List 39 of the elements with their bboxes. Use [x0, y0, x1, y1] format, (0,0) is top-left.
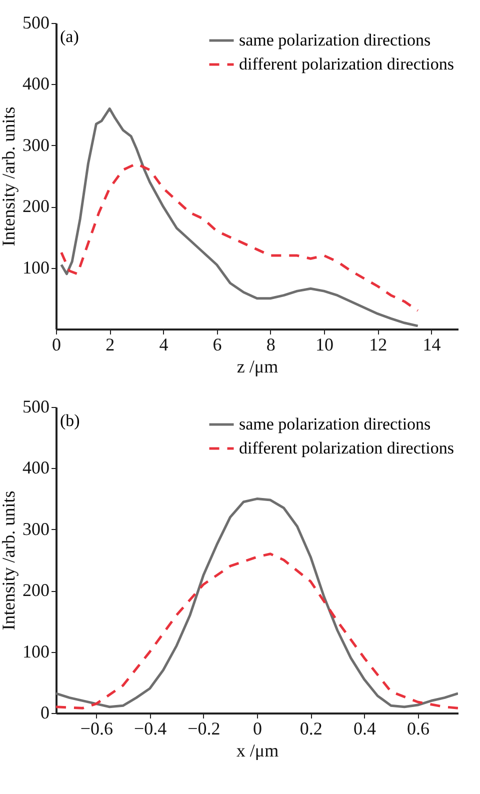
y-tick-label: 100	[22, 641, 50, 662]
annotation: (a)	[60, 27, 79, 46]
x-tick-label: 4	[159, 334, 168, 354]
legend-label: different polarization directions	[239, 438, 454, 458]
y-tick-label: 400	[22, 458, 50, 478]
x-tick-label: −0.4	[134, 718, 167, 738]
y-tick-label: 300	[22, 134, 50, 155]
x-tick-label: −0.2	[188, 718, 220, 738]
annotation: (b)	[60, 411, 80, 430]
x-tick-label: 8	[266, 334, 276, 354]
y-tick-label: 400	[22, 74, 50, 94]
x-axis-title: z /μm	[236, 356, 278, 376]
y-tick-label: 0	[40, 702, 50, 722]
x-axis-title: x /μm	[236, 740, 279, 760]
y-tick-label: 200	[22, 196, 50, 216]
y-tick-label: 500	[22, 12, 50, 32]
y-axis-title: Intensity /arb. units	[0, 106, 18, 246]
line-series	[60, 162, 420, 312]
x-tick-label: 0.2	[300, 718, 322, 738]
y-tick-label: 500	[22, 396, 50, 416]
x-tick-label: −0.6	[80, 718, 114, 738]
line-series	[60, 107, 420, 328]
legend-label: same polarization directions	[239, 30, 431, 50]
line-series	[56, 498, 458, 708]
x-tick-label: 0.4	[353, 718, 376, 738]
x-tick-label: 10	[316, 334, 334, 354]
y-tick-label: 300	[22, 518, 50, 539]
legend-label: same polarization directions	[239, 414, 431, 434]
line-series	[56, 552, 458, 710]
x-tick-label: 14	[422, 334, 441, 354]
y-tick-label: 100	[22, 257, 50, 278]
x-tick-label: 0.6	[407, 718, 430, 738]
x-tick-label: 2	[106, 334, 115, 354]
y-tick-label: 200	[22, 580, 50, 600]
x-tick-label: 12	[369, 334, 388, 354]
y-axis-title: Intensity /arb. units	[0, 490, 18, 630]
x-tick-label: 0	[253, 718, 262, 738]
legend-label: different polarization directions	[239, 54, 454, 74]
x-tick-label: 6	[212, 334, 222, 354]
